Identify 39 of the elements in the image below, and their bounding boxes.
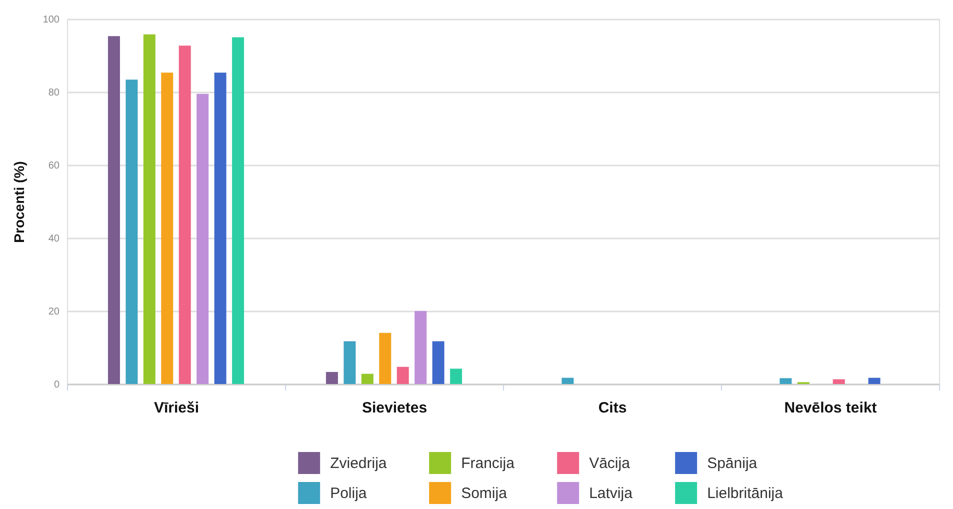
y-tick-label: 60 — [48, 160, 60, 172]
bar — [196, 94, 209, 384]
bar — [432, 341, 444, 384]
legend-label: Francija — [461, 455, 516, 472]
bar — [868, 378, 880, 384]
x-tick-label: Sievietes — [362, 400, 428, 416]
bar — [450, 368, 462, 384]
bar — [414, 311, 427, 384]
x-tick-label: Vīrieši — [154, 400, 200, 416]
bar — [780, 378, 792, 384]
bar — [143, 34, 156, 384]
legend-label: Lielbritānija — [707, 485, 784, 502]
bar — [108, 36, 120, 384]
bar — [344, 341, 356, 384]
legend-label: Polija — [330, 485, 368, 502]
legend-label: Spānija — [707, 455, 758, 472]
y-tick-label: 20 — [48, 306, 60, 318]
y-tick-label: 0 — [54, 380, 60, 390]
x-tick-label: Nevēlos teikt — [784, 400, 877, 416]
bar — [178, 46, 191, 384]
bar — [232, 37, 244, 384]
bar — [832, 379, 845, 384]
y-axis-title: Procenti (%) — [10, 161, 27, 243]
bar — [361, 374, 374, 384]
bar — [326, 372, 338, 384]
legend-label: Vācija — [589, 455, 631, 472]
legend-label: Latvija — [589, 485, 634, 502]
y-tick-label: 100 — [42, 14, 60, 26]
bar — [161, 72, 174, 384]
bar — [126, 80, 138, 384]
bar — [379, 332, 392, 384]
legend-label: Somija — [461, 485, 508, 502]
x-tick-label: Cits — [598, 400, 627, 416]
bar — [562, 378, 574, 384]
y-tick-label: 80 — [48, 88, 60, 98]
y-tick-label: 40 — [48, 234, 60, 244]
bar — [214, 72, 226, 384]
bar — [396, 366, 409, 384]
legend-label: Zviedrija — [330, 455, 388, 472]
